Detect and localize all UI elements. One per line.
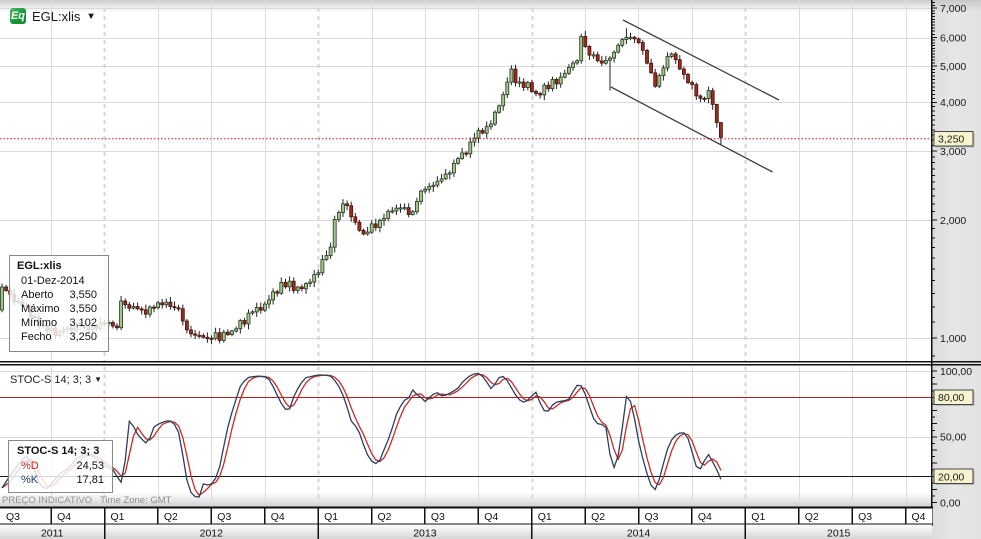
svg-text:2015: 2015 (827, 527, 851, 539)
svg-text:Q4: Q4 (698, 511, 712, 523)
svg-text:Q4: Q4 (484, 511, 498, 523)
svg-text:2,000: 2,000 (940, 215, 966, 227)
svg-text:1,000: 1,000 (940, 333, 966, 345)
svg-text:5,000: 5,000 (940, 61, 966, 73)
svg-text:Q1: Q1 (751, 511, 765, 523)
svg-text:100,00: 100,00 (940, 366, 972, 378)
svg-text:20,00: 20,00 (938, 471, 964, 483)
svg-text:Q4: Q4 (912, 511, 926, 523)
svg-text:2011: 2011 (41, 527, 64, 539)
svg-text:2012: 2012 (200, 527, 224, 539)
svg-text:2013: 2013 (413, 527, 437, 539)
svg-text:4,000: 4,000 (940, 97, 966, 109)
svg-text:Q3: Q3 (217, 511, 231, 523)
svg-text:Q4: Q4 (57, 511, 71, 523)
svg-text:Q2: Q2 (378, 511, 392, 523)
svg-text:3,250: 3,250 (938, 134, 964, 146)
svg-text:Q3: Q3 (431, 511, 445, 523)
svg-text:Q3: Q3 (6, 511, 20, 523)
svg-text:Q1: Q1 (538, 511, 552, 523)
svg-text:Q1: Q1 (324, 511, 338, 523)
svg-text:2014: 2014 (627, 527, 651, 539)
svg-text:0,00: 0,00 (940, 498, 961, 510)
svg-text:7,000: 7,000 (940, 3, 966, 15)
svg-text:6,000: 6,000 (940, 32, 966, 44)
svg-text:Q1: Q1 (111, 511, 125, 523)
svg-text:Q2: Q2 (805, 511, 819, 523)
svg-text:Q3: Q3 (645, 511, 659, 523)
svg-text:3,000: 3,000 (940, 146, 966, 158)
svg-text:50,00: 50,00 (940, 432, 966, 444)
svg-text:80,00: 80,00 (938, 392, 964, 404)
svg-text:Q3: Q3 (858, 511, 872, 523)
svg-text:Q2: Q2 (591, 511, 605, 523)
svg-text:Q4: Q4 (271, 511, 285, 523)
svg-text:Q2: Q2 (164, 511, 178, 523)
